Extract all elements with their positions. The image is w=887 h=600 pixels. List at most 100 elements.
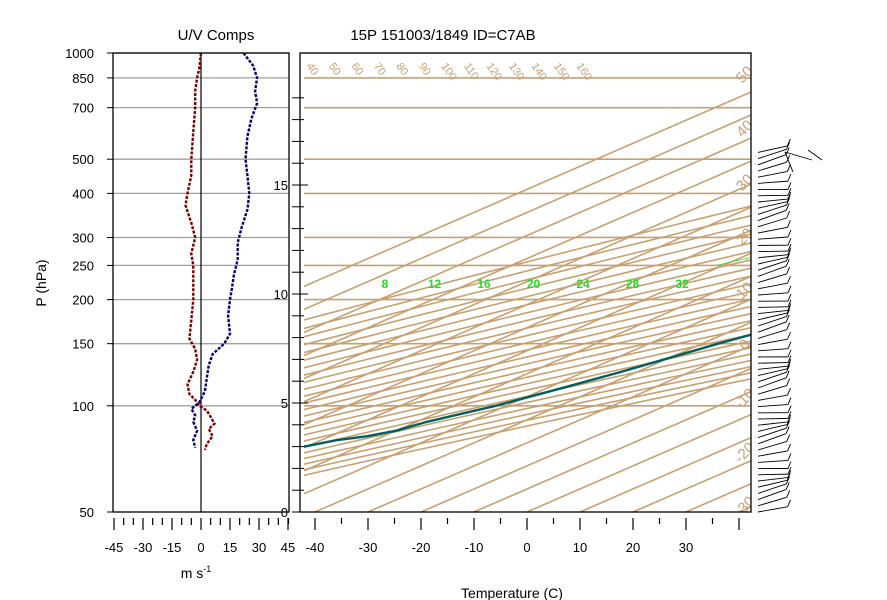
wind-barb-flag xyxy=(785,203,790,211)
pressure-tick-label: 50 xyxy=(80,505,94,520)
moist-adiabat xyxy=(844,53,887,265)
wind-barb-flag xyxy=(785,426,790,434)
isotherm-label: -20 xyxy=(731,439,758,466)
isotherm xyxy=(473,390,751,512)
wind-barb-flag xyxy=(787,220,791,228)
wind-barb-shaft xyxy=(757,424,788,432)
wind-panel-frame xyxy=(112,52,290,513)
dry-adiabat xyxy=(304,298,751,404)
dry-adiabat xyxy=(304,214,751,330)
wind-barb-flag xyxy=(787,247,792,255)
wind-barb-shaft xyxy=(757,394,788,401)
isotherm xyxy=(304,275,751,472)
wind-barb-shaft xyxy=(757,496,787,507)
wind-barb-flag xyxy=(785,370,790,378)
isotherm-label: -10 xyxy=(731,385,758,412)
wind-barb-flag xyxy=(786,365,790,373)
isotherm xyxy=(304,183,751,380)
isotherm xyxy=(738,505,751,512)
dry-adiabat xyxy=(304,250,751,362)
wind-barb-shaft xyxy=(757,365,788,370)
wind-barb-shaft xyxy=(757,338,788,346)
wind-barb-shaft xyxy=(757,209,787,222)
height-tick-label: 5 xyxy=(281,396,288,411)
wind-barb-shaft xyxy=(757,488,787,501)
wind-barb-flag xyxy=(786,322,791,330)
wind-barb-shaft xyxy=(757,477,788,482)
isotherm xyxy=(304,91,751,288)
wind-barb-shaft xyxy=(757,506,788,513)
isotherm xyxy=(685,482,751,512)
wind-barb-flag xyxy=(787,414,792,423)
dry-adiabat xyxy=(304,267,751,376)
wind-barb-shaft xyxy=(757,460,788,463)
wind-tick-label: 0 xyxy=(197,540,204,555)
wind-barb-shaft xyxy=(784,151,794,173)
wind-barb-flag xyxy=(787,470,792,478)
wind-tick-label: 30 xyxy=(252,540,266,555)
pressure-tick-label: 850 xyxy=(72,71,94,86)
wind-barb-shaft xyxy=(757,417,789,420)
u-component-line xyxy=(184,53,217,451)
wind-barb-flag xyxy=(786,250,791,258)
wind-barb-shaft xyxy=(757,473,789,476)
moist-adiabat-label: 16 xyxy=(477,277,491,291)
wind-barb-flag xyxy=(787,466,792,475)
wind-barb-flag xyxy=(787,443,791,452)
skewt-series xyxy=(304,333,751,448)
pressure-tick-label: 700 xyxy=(72,101,94,116)
wind-barb-flag xyxy=(786,305,791,314)
dry-adiabat-label: 140 xyxy=(529,61,549,83)
wind-barb-shaft xyxy=(757,180,788,184)
moist-adiabat-label: 24 xyxy=(576,277,590,291)
wind-barb-flag xyxy=(786,142,790,150)
wind-barb-flag xyxy=(787,173,792,182)
wind-x-label-exp: -1 xyxy=(203,564,211,574)
dry-adiabat xyxy=(304,340,751,442)
isotherm-label: 40 xyxy=(733,117,757,141)
wind-barb-shaft xyxy=(757,260,787,271)
wind-barb-shaft xyxy=(757,441,787,451)
wind-barb-flag xyxy=(786,266,791,275)
wind-barb-flag xyxy=(787,453,792,461)
dry-adiabat xyxy=(304,326,751,430)
temperature-line xyxy=(304,333,751,448)
wind-barb-flag xyxy=(787,276,791,284)
dry-adiabat xyxy=(304,283,751,391)
left-panel-title: U/V Comps xyxy=(178,27,255,44)
wind-barb-shaft xyxy=(757,201,788,209)
wind-barb-flag xyxy=(787,238,792,246)
wind-barb-flag xyxy=(787,285,792,294)
dry-adiabat xyxy=(304,233,751,346)
wind-barb-flag xyxy=(786,417,791,425)
pressure-tick-label: 500 xyxy=(72,152,94,167)
wind-x-label-base: m s xyxy=(181,565,204,581)
temperature-tick-label: 30 xyxy=(679,540,693,555)
isotherm xyxy=(792,53,887,512)
wind-barb-shaft xyxy=(757,154,787,166)
isotherm-label: -30 xyxy=(731,493,758,520)
wind-barb-flag xyxy=(785,147,790,155)
dry-adiabat-label: 160 xyxy=(574,61,594,83)
height-tick-label: 15 xyxy=(274,178,288,193)
dry-adiabat-label: 130 xyxy=(506,61,526,83)
dry-adiabat-label: 60 xyxy=(349,61,366,78)
wind-barb-flag xyxy=(786,194,791,202)
wind-barb-shaft xyxy=(757,217,787,228)
wind-barb-shaft xyxy=(757,377,787,389)
wind-barb-flag xyxy=(787,387,791,396)
dry-adiabat-label: 50 xyxy=(326,61,343,78)
temperature-tick-label: 10 xyxy=(573,540,587,555)
wind-barb-shaft xyxy=(757,404,788,408)
dry-adiabat-label: 100 xyxy=(439,61,459,83)
wind-barb-shaft xyxy=(757,198,788,203)
wind-barb-flag xyxy=(787,331,791,340)
wind-barb-flag xyxy=(786,490,791,498)
wind-barb-flag xyxy=(787,303,792,311)
wind-barb-flag xyxy=(786,378,791,386)
wind-tick-label: -15 xyxy=(163,540,182,555)
wind-barb-flag xyxy=(787,293,792,302)
pressure-tick-label: 250 xyxy=(72,258,94,273)
isotherm xyxy=(845,53,887,512)
wind-barb-shaft xyxy=(757,148,787,160)
